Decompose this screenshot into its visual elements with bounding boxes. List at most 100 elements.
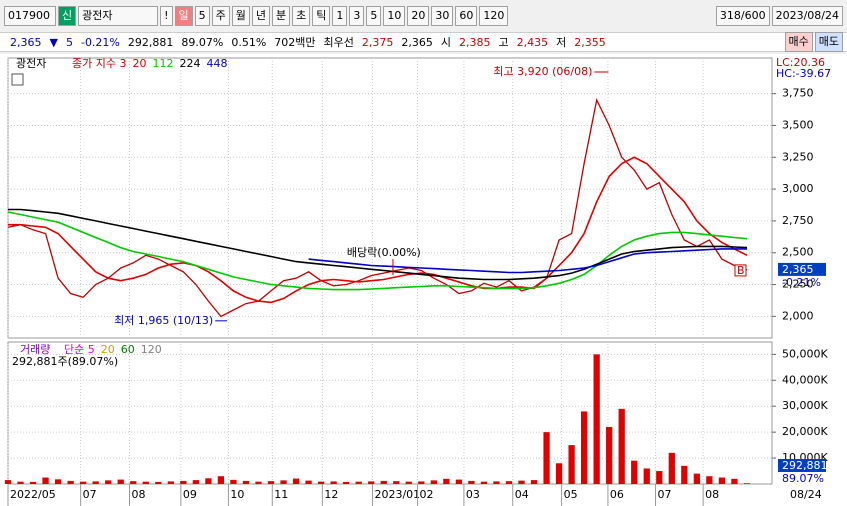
volume-bar [631, 460, 638, 484]
series-line [308, 248, 747, 274]
volume-bar [54, 479, 62, 484]
volume-bar [393, 481, 400, 484]
volume-bar [706, 476, 713, 484]
last-change: -0.21% [782, 276, 821, 289]
quote-bar: 2,365 ▼ 5 -0.21% 292,881 89.07% 0.51% 702백만 최우선 2… [0, 32, 847, 52]
interval-button[interactable]: 20 [407, 6, 430, 26]
unit-button[interactable]: 주 [211, 6, 230, 26]
stock-code[interactable]: 017900 [4, 6, 56, 26]
y-tick-label: 3,250 [782, 150, 814, 163]
volume-bar [17, 481, 24, 484]
quote-amount: 702백만 [274, 36, 316, 49]
volume-bar [518, 480, 525, 484]
volume-bar [530, 480, 538, 484]
x-tick-label: 07 [83, 488, 97, 501]
toolbar: 017900 신 광전자! 일 5 주 월 년 분 초 틱 1 3 5 10 20 30 60 120 318/600… [0, 4, 847, 28]
x-tick-label: 05 [564, 488, 578, 501]
unit-button[interactable]: 분 [272, 6, 291, 26]
volume-bar [380, 480, 387, 484]
volume-bar [505, 481, 513, 484]
chart-bg [0, 54, 847, 506]
volume-bar [455, 479, 463, 484]
series-line [8, 208, 748, 281]
quote-open-label: 시 [440, 36, 452, 49]
quote-open: 2,385 [459, 35, 491, 49]
volume-bar [418, 481, 425, 484]
volume-bar [693, 473, 700, 484]
volume-bar [142, 481, 149, 484]
corner-label: HC:-39.67 [776, 67, 831, 80]
interval-button[interactable]: 3 [349, 6, 365, 26]
volume-bar [29, 481, 37, 484]
quote-low: 2,355 [574, 35, 606, 49]
interval-button[interactable]: 1 [332, 6, 348, 26]
volume-bar [230, 479, 237, 484]
volume-bar [317, 481, 325, 484]
annotation: 최저 1,965 (10/13) [114, 314, 213, 327]
date[interactable]: 2023/08/24 [771, 6, 843, 26]
volume-bar [242, 480, 250, 484]
volume-bar [681, 465, 688, 484]
interval-button[interactable]: 10 [383, 6, 406, 26]
period-button[interactable]: 일 [174, 6, 193, 26]
x-tick-label: 03 [466, 488, 480, 501]
x-tick-label: 2022/05 [10, 488, 56, 501]
unit-button[interactable]: 틱 [312, 6, 331, 26]
volume-bar [493, 481, 500, 484]
legend-entry: 20 [101, 343, 115, 356]
buy-button[interactable]: 매수 [784, 32, 813, 52]
chart-title: 광전자 [16, 57, 46, 70]
y-tick-label: 2,500 [782, 246, 814, 259]
volume-bar [480, 481, 488, 484]
marker-box [734, 264, 747, 277]
legend-entry: 224 [179, 57, 200, 70]
volume-bar [92, 481, 99, 484]
count[interactable]: 318/600 [715, 6, 770, 26]
volume-bar [155, 481, 162, 484]
y-tick-label: 2,000 [782, 309, 814, 322]
quote-turnover: 0.51% [231, 35, 267, 49]
volume-bar [656, 471, 663, 484]
volume-bar [267, 481, 275, 484]
chart: 2022/05 07 08 09 10 11 12 2023/01 02 03 04 05 06 07 08… [0, 54, 847, 506]
quote-change: 5 [65, 35, 73, 49]
volume-bar [105, 480, 112, 484]
volume-bar [581, 411, 588, 484]
marker: B [737, 264, 745, 277]
stock-name[interactable]: 광전자 [78, 6, 159, 26]
volume-bar [368, 481, 375, 484]
volume-bar [280, 480, 287, 484]
volume-bar [731, 478, 738, 484]
last-volume-label: 292,881 [782, 459, 828, 472]
sell-button[interactable]: 매도 [814, 32, 843, 52]
quote-high-label: 고 [498, 36, 509, 49]
y-tick-label: 50,000K [782, 347, 828, 360]
volume-bar [718, 477, 726, 484]
volume-bar [217, 476, 225, 484]
volume-bar [117, 479, 124, 484]
volume-bar [468, 480, 475, 484]
volume-bar [555, 463, 563, 484]
last-price-box [778, 262, 826, 276]
unit-button[interactable]: 월 [231, 6, 250, 26]
series-line [8, 156, 748, 304]
x-end-label: 08/24 [790, 488, 822, 501]
legend-entry: 단순 5 [64, 343, 95, 356]
volume-bar [668, 452, 675, 484]
interval-button[interactable]: 120 [479, 6, 509, 26]
unit-button[interactable]: 년 [251, 6, 271, 26]
legend-entry: 종가 지수 3 [72, 57, 126, 70]
period-n[interactable]: 5 [194, 6, 210, 26]
x-tick-label: 10 [230, 488, 244, 501]
volume-bar [42, 477, 49, 484]
unit-button[interactable]: 초 [292, 6, 311, 26]
annotation: 배당락(0.00%) [347, 246, 421, 259]
interval-button[interactable]: 30 [431, 6, 454, 26]
volume-bar [330, 481, 337, 484]
alert-button[interactable]: ! [160, 6, 173, 26]
market-badge: 신 [58, 6, 77, 26]
interval-button[interactable]: 5 [366, 6, 382, 26]
x-tick-label: 04 [515, 488, 529, 501]
interval-button[interactable]: 60 [455, 6, 478, 26]
volume-bar [67, 480, 74, 484]
